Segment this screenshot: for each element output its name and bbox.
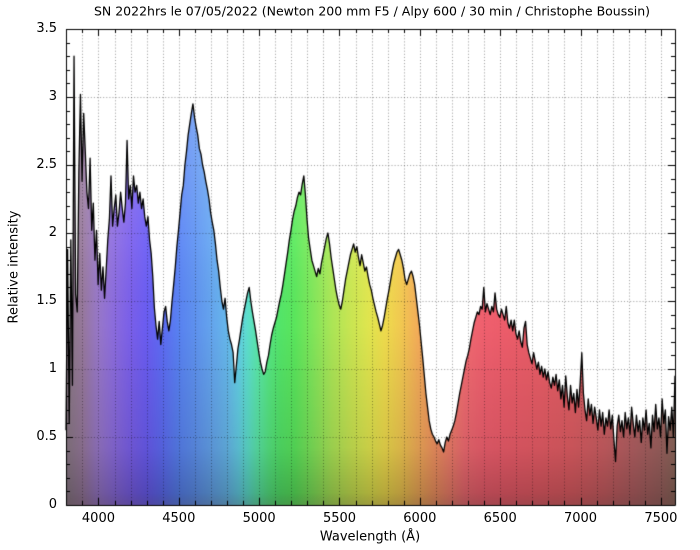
x-tick-label: 5500 bbox=[322, 511, 357, 526]
y-tick-label: 3 bbox=[48, 89, 57, 104]
x-tick-label: 6500 bbox=[483, 511, 517, 526]
x-tick-label: 4500 bbox=[162, 511, 196, 526]
x-tick-label: 5000 bbox=[242, 511, 276, 526]
x-tick-label: 6000 bbox=[403, 511, 437, 526]
y-tick-label: 0.5 bbox=[36, 429, 57, 444]
y-tick-label: 0 bbox=[48, 497, 57, 512]
x-axis-title: Wavelength (Å) bbox=[319, 529, 421, 545]
y-tick-label: 1.5 bbox=[36, 293, 57, 308]
x-tick-label: 7000 bbox=[563, 511, 598, 526]
y-tick-label: 2.5 bbox=[36, 157, 57, 172]
x-tick-label: 7500 bbox=[644, 511, 678, 526]
y-tick-label: 3.5 bbox=[36, 21, 57, 36]
x-tick-label: 4000 bbox=[81, 511, 115, 526]
y-tick-label: 1 bbox=[48, 361, 57, 376]
y-tick-label: 2 bbox=[48, 225, 57, 240]
chart-title: SN 2022hrs le 07/05/2022 (Newton 200 mm … bbox=[93, 3, 651, 19]
